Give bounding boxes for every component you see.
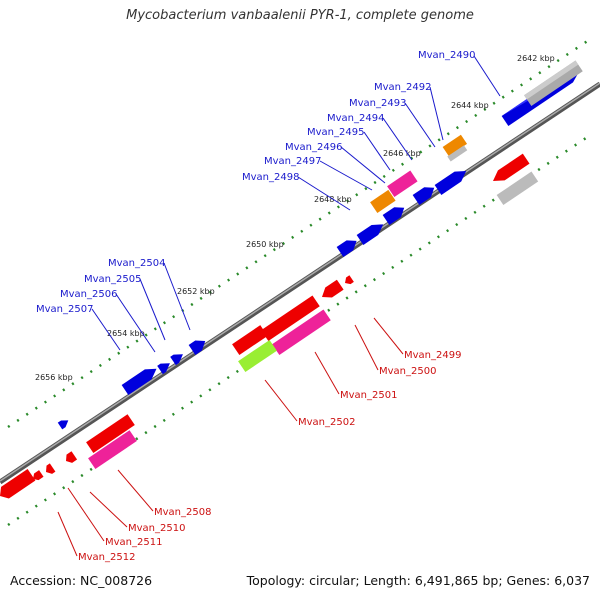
gene-mvan-2497[interactable] [382,203,408,225]
tick-track-outer [7,36,593,429]
gene-mvan-2493[interactable] [434,166,470,195]
gene-label-mvan-2499[interactable]: Mvan_2499 [404,350,461,361]
kbp-label-2654: 2654 kbp [107,329,145,338]
gene-label-mvan-2507[interactable]: Mvan_2507 [36,304,93,315]
gene-label-mvan-2502[interactable]: Mvan_2502 [298,417,355,428]
reverse-genes [0,153,539,502]
map-title: Mycobacterium vanbaalenii PYR-1, complet… [126,8,474,23]
gene-blue-2498b[interactable] [336,236,360,257]
gene-mvan-2508[interactable] [86,414,135,453]
gene-label-mvan-2498[interactable]: Mvan_2498 [242,172,299,183]
gene-label-mvan-2506[interactable]: Mvan_2506 [60,289,117,300]
gene-label-mvan-2493[interactable]: Mvan_2493 [349,98,406,109]
gene-label-mvan-2497[interactable]: Mvan_2497 [264,156,321,167]
gene-pink-2508[interactable] [88,430,137,469]
gene-red-leftmost[interactable] [0,468,36,502]
gene-mvan-2510[interactable] [63,451,78,465]
gene-label-mvan-2505[interactable]: Mvan_2505 [84,274,141,285]
gene-label-mvan-2490[interactable]: Mvan_2490 [418,50,475,61]
gene-mvan-2498[interactable] [356,219,387,245]
gene-red-2500b[interactable] [343,275,354,286]
forward-labels: Mvan_2490 Mvan_2492 Mvan_2493 Mvan_2494 … [36,50,475,315]
forward-leaders [91,55,501,353]
kbp-label-2644: 2644 kbp [451,101,489,110]
gene-label-mvan-2492[interactable]: Mvan_2492 [374,82,431,93]
gene-label-mvan-2501[interactable]: Mvan_2501 [340,390,397,401]
gene-mvan-2511[interactable] [43,463,56,476]
kbp-label-2642: 2642 kbp [517,54,555,63]
gene-mvan-2501[interactable] [261,295,320,341]
gene-label-mvan-2500[interactable]: Mvan_2500 [379,366,436,377]
gene-mvan-2507[interactable] [121,364,160,395]
gene-mvan-2494[interactable] [412,183,438,205]
gene-label-mvan-2508[interactable]: Mvan_2508 [154,507,211,518]
gene-mvan-2495[interactable] [387,170,418,197]
gene-label-mvan-2504[interactable]: Mvan_2504 [108,258,165,269]
gene-mvan-2505[interactable] [170,350,186,366]
gene-mvan-2512[interactable] [31,470,44,482]
genome-backbone [0,81,600,485]
kbp-label-2650: 2650 kbp [246,240,284,249]
gene-label-mvan-2510[interactable]: Mvan_2510 [128,523,185,534]
reverse-labels: Mvan_2499 Mvan_2500 Mvan_2501 Mvan_2502 … [78,350,461,563]
kbp-label-2652: 2652 kbp [177,287,215,296]
accession-text: Accession: NC_008726 [10,573,153,588]
gene-label-mvan-2496[interactable]: Mvan_2496 [285,142,342,153]
topology-text: Topology: circular; Length: 6,491,865 bp… [246,573,590,588]
gene-mvan-2506[interactable] [157,359,173,375]
kbp-label-2656: 2656 kbp [35,373,73,382]
gene-label-mvan-2494[interactable]: Mvan_2494 [327,113,384,124]
gene-label-mvan-2511[interactable]: Mvan_2511 [105,537,162,548]
gene-small-gray[interactable] [447,145,468,162]
gene-gray-bottom[interactable] [496,171,539,205]
gene-blue-small[interactable] [57,417,71,430]
forward-genes [57,60,583,430]
gene-gray-top[interactable] [524,60,583,106]
genome-backbone-highlight [0,82,600,482]
gene-mvan-2504[interactable] [188,336,209,355]
gene-mvan-2499[interactable] [490,153,530,186]
gene-label-mvan-2495[interactable]: Mvan_2495 [307,127,364,138]
gene-pink-2501[interactable] [272,309,331,355]
gene-mvan-2502[interactable] [232,325,268,355]
gene-green-2502[interactable] [238,339,277,372]
gene-mvan-2500[interactable] [319,279,344,302]
gene-label-mvan-2512[interactable]: Mvan_2512 [78,552,135,563]
gene-mvan-2496[interactable] [370,189,396,213]
reverse-leaders [57,317,404,557]
gene-mvan-2492[interactable] [442,134,468,157]
kbp-label-2646: 2646 kbp [383,149,421,158]
